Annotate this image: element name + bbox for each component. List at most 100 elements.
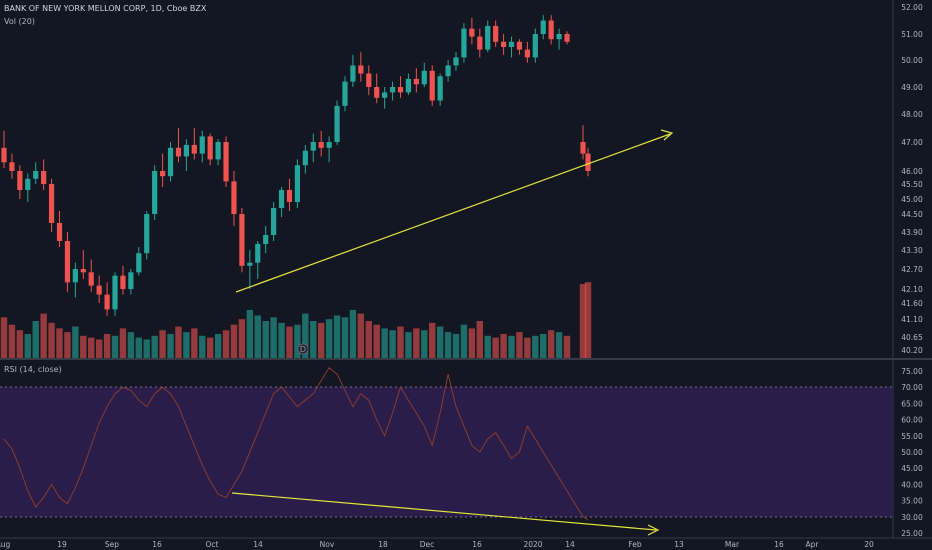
candle: [374, 73, 380, 104]
volume-bar: [56, 328, 63, 358]
candle: [429, 65, 435, 106]
price-tick-label: 40.65: [901, 333, 923, 342]
volume-bar: [547, 330, 555, 358]
candle: [160, 153, 166, 187]
candle: [342, 76, 348, 112]
time-tick-label: Mar: [725, 540, 740, 549]
candle: [144, 211, 150, 260]
volume-bar: [32, 321, 39, 358]
candle: [358, 52, 364, 82]
volume-bar: [540, 333, 547, 358]
price-tick-label: 45.50: [901, 180, 923, 189]
volume-bar: [0, 317, 8, 358]
candle: [112, 272, 118, 316]
candle: [516, 39, 523, 55]
volume-bar: [222, 330, 230, 358]
price-tick-label: 52.00: [901, 3, 923, 12]
volume-bar: [119, 328, 127, 358]
candle: [183, 139, 189, 171]
candle: [104, 282, 110, 316]
volume-bar: [325, 319, 333, 358]
candle: [413, 68, 419, 93]
volume-bar: [381, 328, 388, 358]
rsi-tick-label: 30.00: [901, 513, 923, 522]
candle: [199, 130, 205, 163]
price-tick-label: 50.00: [901, 56, 923, 65]
price-pane[interactable]: [0, 0, 893, 358]
candle: [167, 142, 174, 182]
candlesticks: [1, 15, 591, 316]
volume-bar: [278, 322, 285, 358]
candle: [25, 173, 31, 202]
candle: [437, 73, 443, 106]
time-tick-label: 16: [774, 540, 784, 549]
volume-bar: [389, 330, 396, 358]
volume-bar: [349, 309, 357, 358]
candle: [326, 136, 332, 163]
volume-bar: [405, 332, 412, 358]
time-axis[interactable]: Aug 19 Sep 16 Oct 14 Nov 18 Dec 16 2020 14 Feb 13 Mar 1…: [0, 540, 874, 549]
price-axis[interactable]: 52.00 51.00 50.00 49.00 48.00 47.00 46.00 45.50…: [901, 3, 923, 355]
volume-bar: [183, 332, 190, 358]
volume-bar: [159, 330, 166, 358]
candle: [120, 265, 126, 295]
volume-bar: [452, 333, 460, 358]
candle: [136, 247, 142, 276]
rsi-series: [3, 367, 589, 521]
candle: [564, 31, 570, 45]
candle: [247, 250, 253, 289]
candle: [191, 128, 197, 160]
rsi-label[interactable]: RSI (14, close): [4, 365, 62, 374]
symbol-title[interactable]: BANK OF NEW YORK MELLON CORP, 1D, Cboe B…: [4, 4, 207, 13]
volume-bar: [254, 315, 261, 358]
rsi-line: [3, 367, 589, 521]
volume-label[interactable]: Vol (20): [4, 17, 35, 26]
candle: [469, 17, 475, 45]
price-tick-label: 51.00: [901, 30, 923, 39]
time-tick-label: 13: [674, 540, 684, 549]
volume-bar: [429, 322, 436, 358]
time-tick-label: 18: [378, 540, 388, 549]
candle: [310, 133, 316, 163]
candle: [231, 171, 237, 226]
time-tick-label: Apr: [806, 540, 820, 549]
candle: [80, 250, 86, 279]
volume-bar: [103, 333, 111, 358]
volume-bar: [318, 322, 325, 358]
candle: [1, 130, 7, 169]
price-tick-label: 47.00: [901, 138, 923, 147]
price-tick-label: 45.00: [901, 195, 923, 204]
candle: [271, 202, 277, 241]
volume-bar: [206, 337, 214, 358]
volume-bar: [357, 313, 365, 358]
volume-bar: [24, 333, 31, 358]
candle: [445, 60, 451, 82]
volume-bar: [214, 333, 222, 358]
candle: [493, 20, 499, 47]
volume-bar: [95, 339, 103, 358]
volume-bar: [72, 326, 79, 358]
candle: [540, 15, 546, 40]
rsi-trendline[interactable]: [231, 492, 660, 536]
candle: [318, 130, 324, 157]
time-tick-label: Aug: [0, 540, 11, 549]
candle: [41, 159, 47, 190]
candle: [294, 159, 301, 208]
price-trendline[interactable]: [235, 129, 674, 293]
volume-bar: [199, 335, 206, 358]
price-tick-label: 43.30: [901, 246, 923, 255]
rsi-axis[interactable]: 75.00 70.00 65.00 60.00 55.00 50.00 45.00 40.00…: [901, 367, 923, 538]
time-tick-label: Sep: [105, 540, 119, 549]
candle: [88, 259, 94, 292]
rsi-tick-label: 70.00: [901, 383, 923, 392]
volume-bar: [468, 328, 476, 358]
candle: [477, 28, 483, 58]
candle: [421, 62, 427, 87]
candle: [580, 125, 586, 160]
volume-bar: [397, 326, 404, 358]
volume-bar: [436, 326, 444, 358]
volume-bar: [143, 339, 150, 358]
volume-bar: [80, 335, 87, 358]
dividend-marker-icon[interactable]: [297, 343, 309, 355]
